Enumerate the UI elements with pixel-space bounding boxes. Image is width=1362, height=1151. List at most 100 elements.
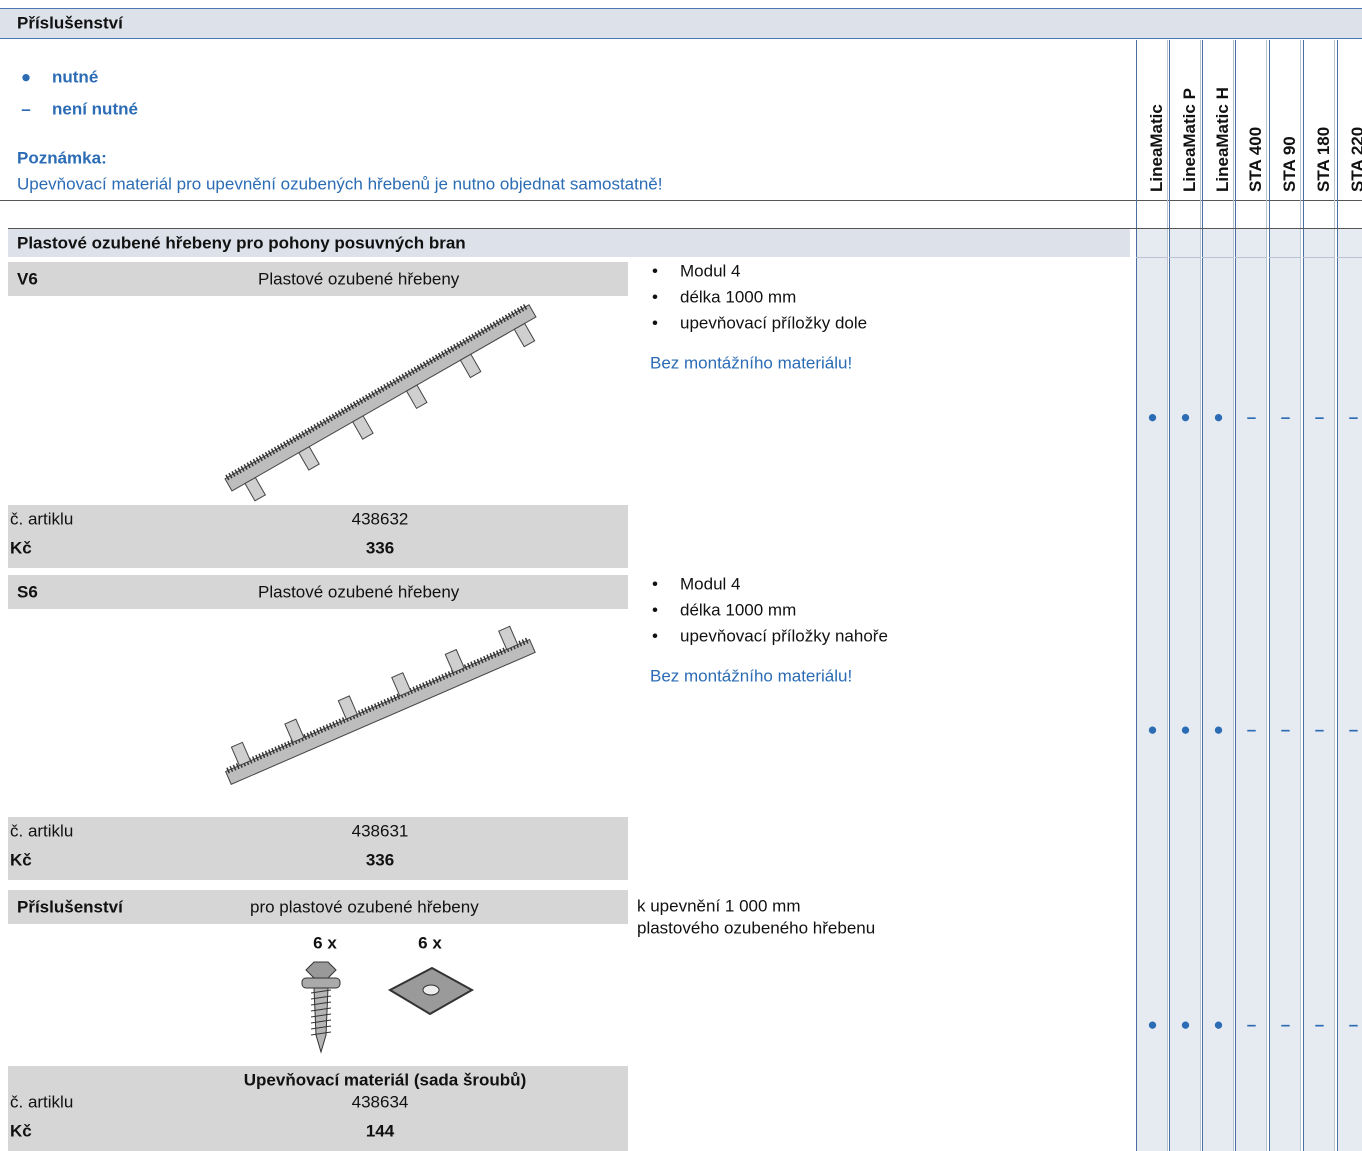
article-number: 438632 bbox=[352, 509, 409, 528]
not-required-dash: – bbox=[1349, 720, 1358, 739]
article-number: 438634 bbox=[352, 1092, 409, 1111]
column-header: LineaMatic H bbox=[1213, 87, 1232, 192]
product-name: Plastové ozubené hřebeny bbox=[258, 269, 460, 288]
rack-clip bbox=[444, 648, 465, 674]
not-required-dash: – bbox=[1315, 720, 1324, 739]
not-required-dash: – bbox=[1247, 407, 1256, 426]
required-dot: ● bbox=[1180, 720, 1190, 739]
price-label: Kč bbox=[10, 1121, 32, 1140]
remark: Bez montážního materiálu! bbox=[650, 666, 852, 685]
legend-symbol: – bbox=[21, 99, 30, 118]
remark: Bez montážního materiálu! bbox=[650, 353, 852, 372]
bullet: • bbox=[652, 261, 658, 280]
product-name: Plastové ozubené hřebeny bbox=[258, 582, 460, 601]
required-dot: ● bbox=[1147, 1015, 1157, 1034]
article-label: č. artiklu bbox=[10, 821, 73, 840]
product-code: V6 bbox=[17, 269, 38, 288]
product-code: Příslušenství bbox=[17, 897, 124, 916]
rack-bar bbox=[224, 638, 536, 785]
screw-image bbox=[301, 961, 341, 1054]
section-title: Plastové ozubené hřebeny pro pohony posu… bbox=[17, 233, 466, 252]
rack-clip bbox=[337, 695, 358, 720]
column-header: STA 400 bbox=[1246, 127, 1265, 192]
note-text: Upevňovací materiál pro upevnění ozubený… bbox=[17, 174, 663, 193]
feature: Modul 4 bbox=[680, 261, 740, 280]
screw-head bbox=[305, 961, 337, 979]
column-header: LineaMatic P bbox=[1180, 88, 1199, 192]
not-required-dash: – bbox=[1349, 1015, 1358, 1034]
article-label: č. artiklu bbox=[10, 509, 73, 528]
feature: Modul 4 bbox=[680, 574, 740, 593]
product-foot bbox=[8, 1066, 628, 1151]
required-dot: ● bbox=[1213, 720, 1223, 739]
rack-image bbox=[224, 303, 537, 502]
required-dot: ● bbox=[1213, 1015, 1223, 1034]
feature: délka 1000 mm bbox=[680, 600, 796, 619]
rack-clip bbox=[498, 625, 519, 651]
product-head bbox=[8, 890, 628, 924]
rack-clip bbox=[391, 672, 412, 697]
feature: upevňovací příložky dole bbox=[680, 313, 867, 332]
legend-symbol: ● bbox=[21, 67, 31, 86]
product-subtitle: Upevňovací materiál (sada šroubů) bbox=[244, 1070, 526, 1089]
rack-clip bbox=[513, 322, 536, 348]
rack-image bbox=[224, 625, 536, 785]
bullet: • bbox=[652, 574, 658, 593]
rack-body bbox=[224, 303, 537, 502]
description: k upevnění 1 000 mm bbox=[637, 896, 800, 915]
required-dot: ● bbox=[1180, 1015, 1190, 1034]
rack-clip bbox=[352, 415, 374, 440]
price-label: Kč bbox=[10, 850, 32, 869]
washer-image bbox=[387, 966, 475, 1016]
feature: upevňovací příložky nahoře bbox=[680, 626, 888, 645]
price: 144 bbox=[366, 1121, 395, 1140]
header-title: Příslušenství bbox=[17, 13, 124, 32]
not-required-dash: – bbox=[1247, 1015, 1256, 1034]
screw-thread bbox=[310, 1025, 332, 1030]
screw-thread bbox=[310, 1019, 332, 1024]
price: 336 bbox=[366, 538, 394, 557]
washer-hole bbox=[422, 984, 440, 996]
column-cell bbox=[1303, 229, 1334, 1151]
rack-body bbox=[224, 625, 536, 785]
not-required-dash: – bbox=[1281, 1015, 1290, 1034]
price: 336 bbox=[366, 850, 394, 869]
column-cell bbox=[1337, 229, 1362, 1151]
not-required-dash: – bbox=[1315, 1015, 1324, 1034]
bullet: • bbox=[652, 626, 658, 645]
screw-thread bbox=[310, 1001, 332, 1006]
rack-clip bbox=[459, 353, 482, 379]
rack-clip bbox=[244, 476, 267, 502]
bullet: • bbox=[652, 287, 658, 306]
screw-thread bbox=[310, 1031, 332, 1036]
not-required-dash: – bbox=[1281, 720, 1290, 739]
required-dot: ● bbox=[1147, 720, 1157, 739]
required-dot: ● bbox=[1147, 407, 1157, 426]
required-dot: ● bbox=[1180, 407, 1190, 426]
column-header: STA 180 bbox=[1314, 127, 1333, 192]
column-cell bbox=[1169, 229, 1200, 1151]
product-foot bbox=[8, 817, 628, 880]
rack-bar bbox=[224, 304, 537, 492]
article-number: 438631 bbox=[352, 821, 409, 840]
bullet: • bbox=[652, 313, 658, 332]
product-head bbox=[8, 262, 628, 296]
screw-thread bbox=[310, 1013, 332, 1018]
not-required-dash: – bbox=[1349, 407, 1358, 426]
column-cell bbox=[1269, 229, 1300, 1151]
note-title: Poznámka: bbox=[17, 148, 107, 167]
screw-thread bbox=[310, 995, 332, 1000]
product-code: S6 bbox=[17, 582, 38, 601]
rack-clip bbox=[405, 384, 428, 410]
column-header: STA 90 bbox=[1280, 136, 1299, 192]
screw-thread bbox=[310, 989, 332, 994]
column-cell bbox=[1202, 229, 1233, 1151]
not-required-dash: – bbox=[1247, 720, 1256, 739]
section-bar bbox=[8, 229, 1130, 257]
quantity: 6 x bbox=[313, 933, 337, 952]
screw-washer bbox=[301, 977, 341, 989]
header-bar bbox=[0, 8, 1362, 38]
legend-label: nutné bbox=[52, 67, 98, 86]
